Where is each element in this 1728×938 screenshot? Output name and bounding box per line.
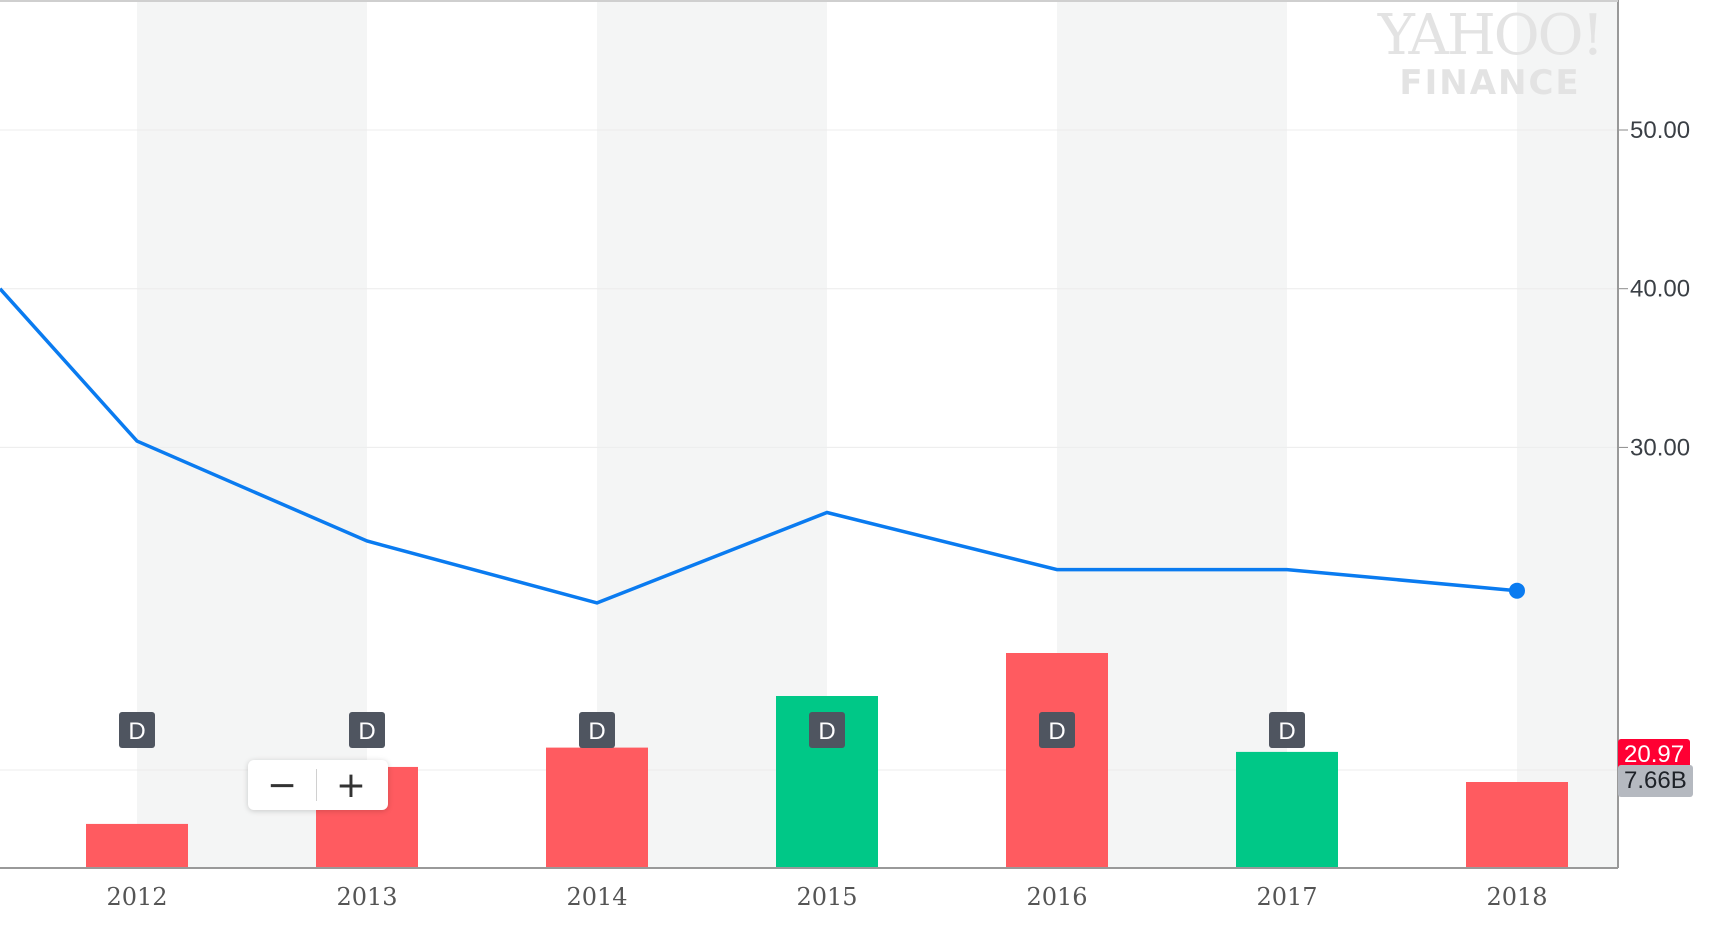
volume-bar: [1006, 653, 1108, 868]
dividend-marker-label: D: [358, 718, 375, 745]
volume-bar: [86, 823, 188, 868]
x-tick-label: 2015: [796, 883, 857, 911]
zoom-in-button[interactable]: +: [335, 764, 367, 806]
dividend-marker: [579, 712, 615, 748]
zoom-out-button[interactable]: −: [266, 764, 298, 806]
dividend-marker: [1269, 712, 1305, 748]
dividend-marker-label: D: [128, 718, 145, 745]
volume-bar: [1466, 782, 1568, 868]
dividend-marker-label: D: [1048, 718, 1065, 745]
volume-bar: [546, 747, 648, 868]
dividend-marker-label: D: [818, 718, 835, 745]
x-tick-label: 2018: [1486, 883, 1547, 911]
last-volume-badge: 7.66B: [1618, 765, 1693, 797]
x-tick-label: 2013: [336, 883, 397, 911]
x-tick-label: 2012: [106, 883, 167, 911]
dividend-marker: [349, 712, 385, 748]
dividend-marker: [119, 712, 155, 748]
x-tick-label: 2014: [566, 883, 627, 911]
y-tick-label: 50.00: [1630, 117, 1690, 144]
dividend-marker: [1039, 712, 1075, 748]
yahoo-finance-watermark: YAHOO! FINANCE: [1360, 3, 1620, 103]
zoom-control: − +: [248, 760, 388, 810]
dividend-marker-label: D: [1278, 718, 1295, 745]
last-price-dot: [1509, 582, 1525, 599]
zoom-divider: [316, 769, 317, 801]
y-tick-label: 40.00: [1630, 276, 1690, 303]
x-tick-label: 2016: [1026, 883, 1087, 911]
watermark-line2: FINANCE: [1399, 63, 1581, 103]
year-band: [137, 0, 367, 868]
price-line: [0, 287, 1518, 605]
year-band: [1517, 0, 1618, 868]
y-tick-label: 30.00: [1630, 434, 1690, 461]
dividend-marker: [809, 712, 845, 748]
volume-bar: [1236, 751, 1338, 868]
x-tick-label: 2017: [1256, 883, 1317, 911]
dividend-marker-label: D: [588, 718, 605, 745]
watermark-line1: YAHOO!: [1377, 3, 1604, 68]
